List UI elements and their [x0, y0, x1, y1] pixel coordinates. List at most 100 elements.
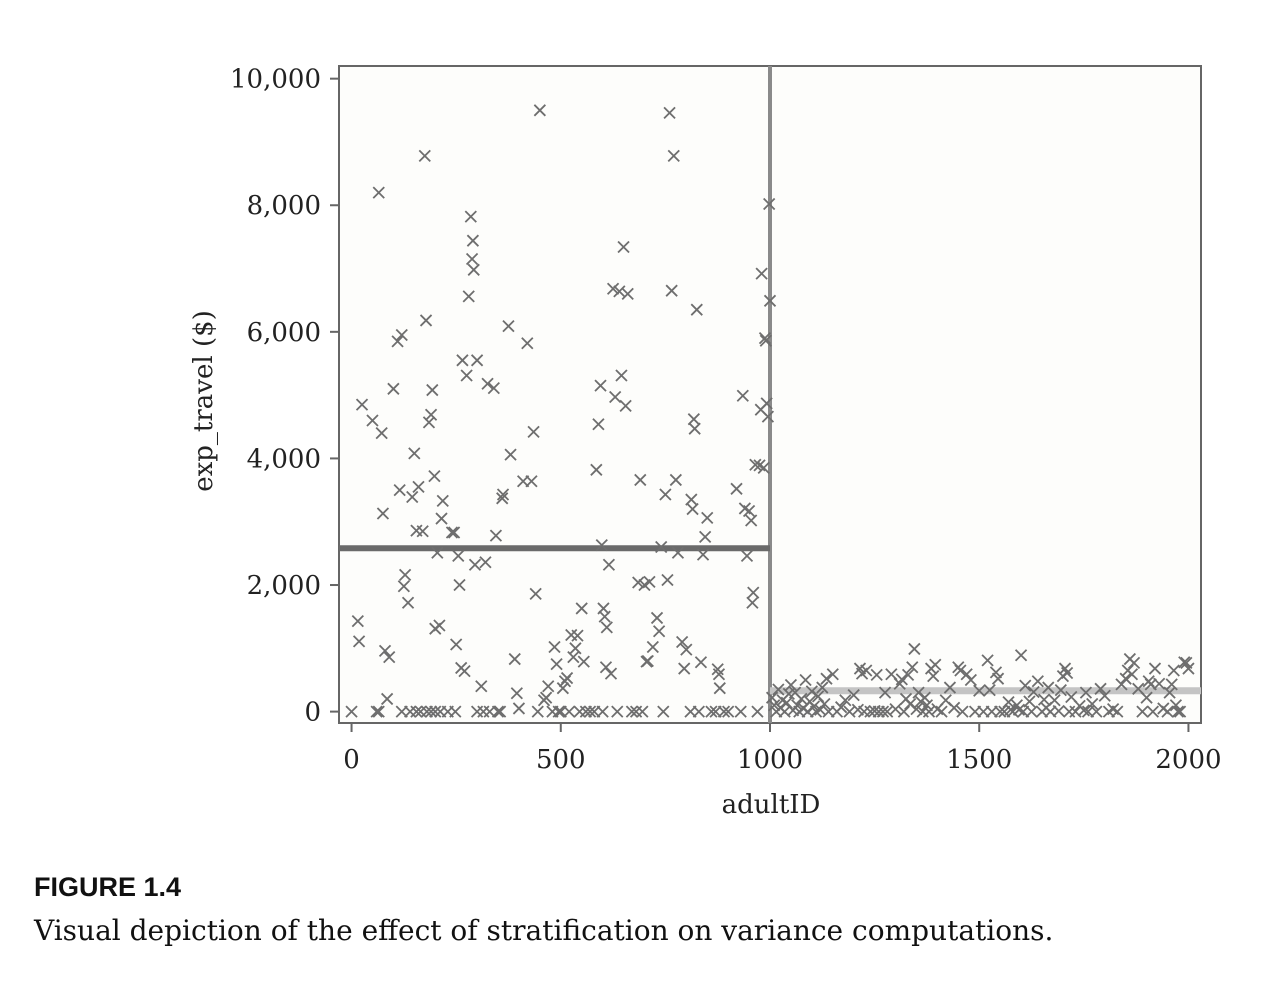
data-point-marker	[1182, 662, 1195, 675]
data-point-marker	[458, 664, 471, 678]
data-point-marker	[795, 692, 808, 706]
data-point-marker	[1048, 694, 1061, 707]
x-tick-label: 2000	[1155, 745, 1221, 775]
data-point-marker	[512, 702, 526, 715]
data-points	[345, 104, 1195, 718]
data-point-marker	[352, 635, 366, 648]
data-point-marker	[609, 390, 622, 404]
data-point-marker	[688, 422, 701, 435]
data-point-marker	[751, 705, 764, 718]
data-point-marker	[550, 657, 563, 671]
data-point-marker	[655, 540, 668, 554]
data-point-marker	[531, 705, 544, 718]
data-point-marker	[761, 410, 775, 423]
data-point-marker	[401, 596, 415, 609]
data-point-marker	[429, 705, 442, 718]
data-point-marker	[424, 705, 438, 718]
data-point-marker	[419, 314, 433, 327]
data-point-marker	[712, 668, 726, 681]
data-point-marker	[826, 668, 839, 681]
data-point-marker	[643, 575, 656, 588]
data-point-marker	[991, 672, 1005, 685]
data-point-marker	[1027, 685, 1040, 699]
data-point-marker	[1140, 691, 1153, 704]
data-point-marker	[690, 303, 703, 316]
data-point-marker	[426, 383, 439, 397]
data-point-marker	[435, 512, 448, 525]
data-point-marker	[910, 702, 923, 716]
data-point-marker	[763, 294, 777, 307]
x-tick-label: 500	[536, 745, 586, 775]
data-point-marker	[973, 684, 986, 697]
data-point-marker	[632, 576, 645, 589]
data-point-marker	[604, 667, 618, 680]
data-point-marker	[943, 681, 957, 694]
data-point-marker	[569, 642, 582, 655]
y-tick-label: 2,000	[247, 571, 321, 601]
data-point-marker	[453, 578, 466, 592]
data-point-marker	[619, 399, 632, 413]
data-point-marker	[468, 558, 482, 571]
data-point-marker	[675, 635, 689, 649]
y-tick-label: 6,000	[247, 318, 321, 348]
data-point-marker	[1090, 705, 1103, 718]
data-point-marker	[694, 656, 708, 669]
data-point-marker	[351, 614, 364, 628]
data-point-marker	[452, 549, 465, 563]
data-point-marker	[678, 662, 691, 675]
data-point-marker	[445, 526, 459, 539]
data-point-marker	[667, 149, 680, 163]
data-point-marker	[397, 580, 410, 593]
data-point-marker	[1161, 705, 1174, 718]
data-point-marker	[847, 689, 860, 702]
data-point-marker	[686, 502, 699, 516]
data-point-marker	[1042, 681, 1055, 694]
data-point-marker	[410, 705, 423, 718]
data-point-marker	[759, 334, 772, 347]
y-axis-title: exp_travel ($)	[189, 310, 219, 492]
x-tick-label: 1500	[946, 745, 1012, 775]
data-point-marker	[481, 377, 494, 390]
data-point-marker	[908, 642, 921, 656]
data-point-marker	[1019, 679, 1032, 692]
data-point-marker	[366, 414, 379, 427]
data-point-marker	[1002, 695, 1015, 709]
data-point-marker	[510, 687, 523, 700]
data-point-marker	[552, 705, 565, 718]
data-point-marker	[696, 548, 710, 561]
data-point-marker	[436, 494, 449, 507]
data-point-marker	[489, 529, 503, 542]
data-point-marker	[1136, 705, 1149, 718]
data-point-marker	[1025, 705, 1038, 718]
data-point-marker	[918, 691, 931, 704]
data-point-marker	[749, 458, 762, 471]
figure-label: FIGURE 1.4	[34, 872, 182, 902]
data-point-marker	[456, 354, 469, 367]
data-point-marker	[906, 661, 919, 674]
data-point-marker	[747, 586, 760, 599]
data-point-marker	[876, 705, 890, 718]
data-point-marker	[583, 705, 597, 718]
data-point-marker	[621, 287, 634, 300]
data-point-marker	[895, 673, 908, 686]
data-point-marker	[372, 186, 385, 199]
data-point-marker	[462, 290, 475, 303]
scatter-chart: 0 2,000 4,000 6,000 8,000 10,000 0 500 1000 1500…	[189, 65, 1222, 820]
data-point-marker	[1171, 705, 1185, 718]
x-axis-title: adultID	[722, 790, 821, 820]
data-point-marker	[983, 683, 996, 697]
y-ticks: 0 2,000 4,000 6,000 8,000 10,000	[230, 65, 339, 728]
data-point-marker	[811, 690, 825, 703]
data-point-marker	[398, 568, 412, 582]
data-point-marker	[548, 640, 561, 654]
data-point-marker	[464, 210, 477, 223]
data-point-marker	[594, 379, 607, 392]
data-point-marker	[496, 492, 509, 505]
data-point-marker	[475, 680, 488, 693]
data-point-marker	[1165, 678, 1178, 691]
data-point-marker	[418, 149, 431, 163]
data-point-marker	[615, 369, 628, 382]
data-point-marker	[433, 619, 446, 632]
data-point-marker	[466, 234, 480, 247]
data-point-marker	[493, 705, 507, 718]
